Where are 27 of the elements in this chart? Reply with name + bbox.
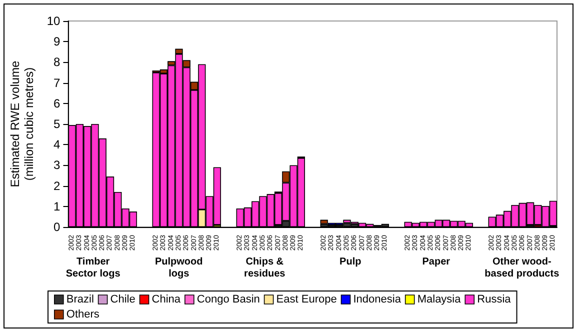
y-tick-label: 5 [54, 117, 61, 131]
y-tick-label: 6 [54, 96, 61, 110]
legend-label: East Europe [276, 294, 337, 306]
text: Timber Sector logs [66, 256, 121, 280]
legend-label: China [152, 294, 182, 306]
legend-label: Congo Basin [196, 294, 260, 306]
text: Pulpwood logs [154, 256, 203, 280]
y-tick-label: 1 [54, 199, 61, 214]
legend-label: Russia [477, 294, 512, 306]
text: Chips & residues [244, 256, 286, 280]
y-tick-label: 7 [54, 76, 61, 90]
y-tick-label: 4 [54, 138, 61, 152]
text: Pulp [340, 256, 362, 268]
y-tick-label: 9 [54, 34, 61, 49]
y-tick-label: 10 [46, 14, 61, 28]
legend-label: Chile [110, 294, 136, 306]
y-tick-label: 3 [54, 158, 61, 172]
legend-label: Brazil [66, 294, 94, 306]
legend-label: Others [66, 308, 100, 320]
text: Other wood- based products [484, 256, 560, 280]
y-tick-label: 2 [54, 178, 61, 193]
legend-label: Malaysia [417, 294, 462, 306]
text: Paper [422, 256, 450, 268]
y-axis-title: Estimated RWE volume (million cubic metres) [8, 60, 36, 188]
y-tick-label: 8 [54, 55, 61, 70]
y-tick-label: 0 [54, 220, 61, 234]
legend-label: Indonesia [353, 294, 402, 306]
